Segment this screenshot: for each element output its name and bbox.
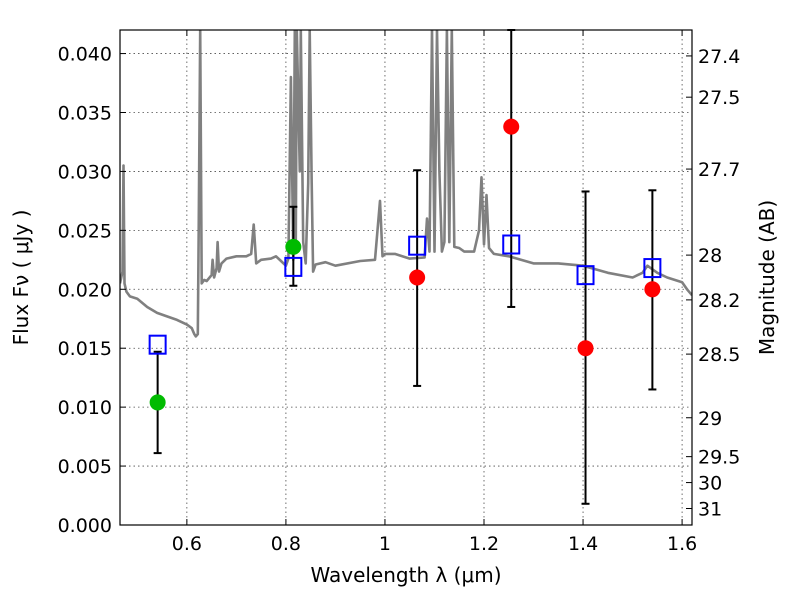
mag-tick-label: 27.7 — [698, 159, 740, 181]
y-tick-label: 0.000 — [58, 515, 112, 537]
observed-point — [577, 340, 594, 357]
x-tick-label: 1.6 — [667, 533, 697, 555]
y-tick-label: 0.010 — [58, 397, 112, 419]
y-axis-label: Flux Fν ( μJy ) — [9, 210, 33, 346]
mag-tick-label: 28.5 — [698, 344, 740, 366]
observed-point — [644, 281, 661, 298]
model-photometry-square — [576, 265, 595, 286]
model-photometry-square — [502, 234, 521, 255]
plot-frame — [119, 29, 693, 526]
y-tick-label: 0.040 — [58, 44, 112, 66]
mag-tick-label: 29 — [698, 408, 722, 430]
model-photometry-square — [643, 258, 662, 279]
x-tick-label: 1 — [379, 533, 391, 555]
y-tick-label: 0.005 — [58, 456, 112, 478]
model-photometry-square — [408, 235, 427, 256]
observed-point — [409, 269, 426, 286]
plot-area — [120, 30, 692, 525]
mag-tick-label: 28.2 — [698, 290, 740, 312]
y-tick-label: 0.025 — [58, 220, 112, 242]
model-photometry-square — [284, 256, 303, 277]
spectrum-line — [120, 30, 692, 338]
model-photometry-square — [148, 334, 167, 355]
mag-tick-label: 29.5 — [698, 447, 740, 469]
axes: 0.6 0.8 1 1.2 1.4 1.6 0.000 0.005 0.010 0.015 0.02… — [58, 30, 740, 555]
mag-tick-label: 28 — [698, 245, 722, 267]
x-tick-label: 0.6 — [172, 533, 202, 555]
x-axis-label: Wavelength λ (μm) — [310, 563, 501, 587]
y-axis-right-label: Magnitude (AB) — [755, 200, 779, 355]
mag-tick-label: 27.5 — [698, 87, 740, 109]
observed-point — [503, 118, 520, 135]
y-tick-label: 0.020 — [58, 279, 112, 301]
mag-tick-label: 30 — [698, 473, 722, 495]
observed-point — [149, 394, 166, 411]
x-tick-label: 1.4 — [568, 533, 598, 555]
y-tick-label: 0.030 — [58, 161, 112, 183]
data-layer — [120, 30, 692, 338]
markers — [148, 118, 662, 411]
x-tick-label: 0.8 — [271, 533, 301, 555]
observed-point — [285, 238, 302, 255]
mag-tick-label: 27.4 — [698, 46, 740, 68]
y-tick-label: 0.035 — [58, 103, 112, 125]
mag-tick-label: 31 — [698, 499, 722, 521]
x-tick-label: 1.2 — [469, 533, 499, 555]
y-tick-label: 0.015 — [58, 338, 112, 360]
